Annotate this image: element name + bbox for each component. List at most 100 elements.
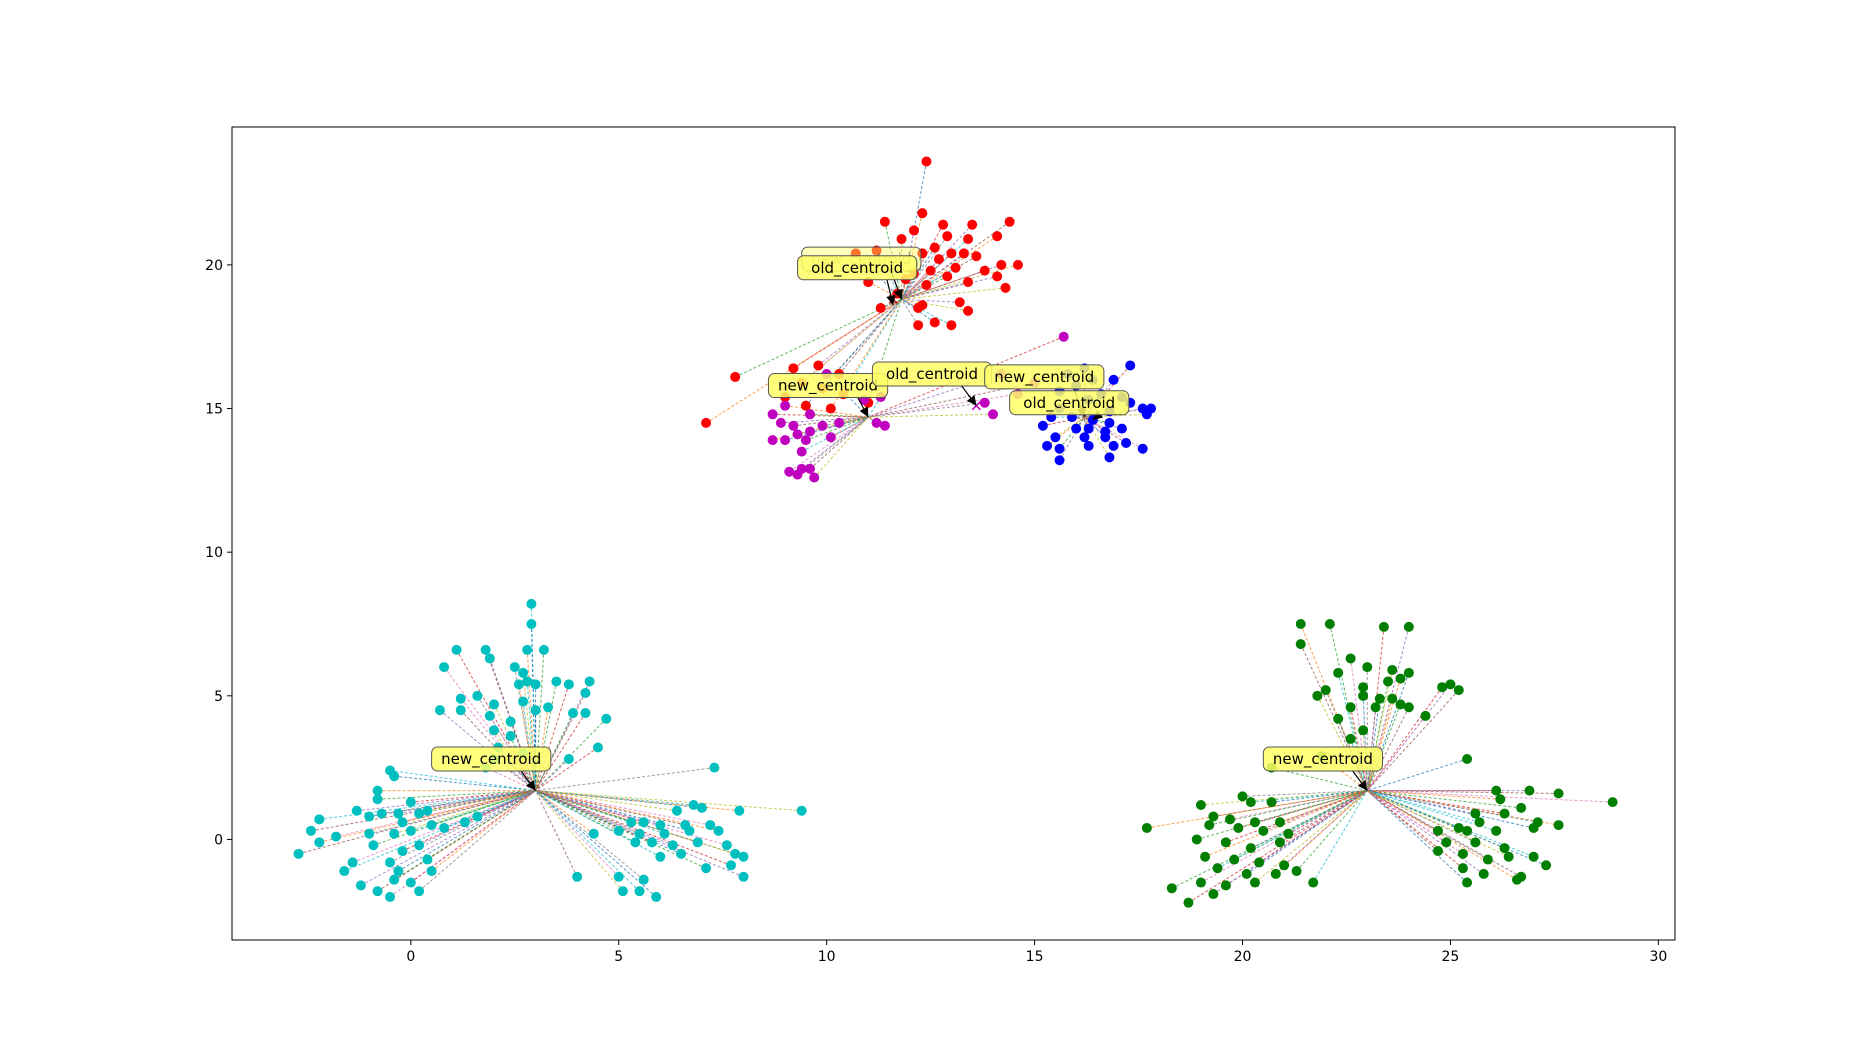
cluster-green-point — [1462, 754, 1473, 765]
cluster-green-point — [1499, 808, 1510, 819]
cluster-cyan-point — [626, 817, 637, 828]
cluster-cyan-point — [339, 866, 350, 877]
cluster-cyan-point — [414, 840, 425, 851]
cluster-green-point — [1403, 702, 1414, 713]
cluster-green-point — [1432, 845, 1443, 856]
cluster-cyan-distance-line — [535, 790, 744, 858]
cluster-cyan-distance-line — [535, 790, 578, 878]
cluster-green-point — [1403, 667, 1414, 678]
cluster-cyan-distance-line — [335, 790, 536, 838]
cluster-magenta-point — [805, 409, 816, 420]
cluster-cyan-point — [293, 848, 304, 859]
cluster-cyan-point — [676, 848, 687, 859]
cluster-cyan-distance-line — [456, 649, 537, 791]
cluster-green-distance-line — [1225, 790, 1368, 843]
cluster-green-point — [1212, 863, 1223, 874]
cluster-green-point — [1183, 897, 1194, 908]
annotation-box — [984, 364, 1105, 390]
cluster-green-distance-line — [1275, 790, 1368, 875]
annotation-label: new_centroid — [994, 368, 1094, 387]
cluster-green-point — [1541, 860, 1552, 871]
cluster-red-point — [925, 265, 936, 276]
cluster-magenta-point — [1058, 331, 1069, 342]
cluster-magenta-point — [800, 435, 811, 446]
cluster-green-point — [1362, 662, 1373, 673]
cluster-magenta-point — [775, 417, 786, 428]
cluster-cyan-point — [638, 874, 649, 885]
cluster-magenta-point — [817, 420, 828, 431]
cluster-blue-point — [1083, 440, 1094, 451]
cluster-green-point — [1470, 808, 1481, 819]
cluster-cyan-point — [684, 825, 695, 836]
cluster-green-point — [1345, 653, 1356, 664]
cluster-cyan-point — [389, 874, 400, 885]
cluster-cyan-point — [634, 828, 645, 839]
cluster-green-point — [1295, 639, 1306, 650]
cluster-cyan-point — [721, 840, 732, 851]
cluster-green-distance-line — [1366, 704, 1402, 791]
cluster-cyan-point — [405, 797, 416, 808]
cluster-cyan-point — [655, 851, 666, 862]
cluster-magenta-point — [767, 435, 778, 446]
cluster-green-point — [1270, 868, 1281, 879]
cluster-cyan-point — [355, 880, 366, 891]
cluster-cyan-point — [372, 785, 383, 796]
cluster-red-distance-line — [818, 298, 902, 366]
cluster-red-point — [946, 320, 957, 331]
cluster-cyan-point — [509, 662, 520, 673]
cluster-red-distance-line — [884, 221, 903, 300]
cluster-green-point — [1208, 811, 1219, 822]
cluster-cyan-point — [530, 679, 541, 690]
cluster-green-point — [1333, 667, 1344, 678]
cluster-red-point — [996, 259, 1007, 270]
cluster-blue-point — [1042, 440, 1053, 451]
annotation-label: old_centroid — [811, 259, 903, 278]
cluster-green-distance-line — [1146, 790, 1368, 829]
cluster-cyan-distance-line — [535, 790, 678, 812]
cluster-green-distance-line — [1316, 695, 1368, 791]
cluster-magenta-distance-line — [785, 405, 869, 418]
cluster-cyan-point — [480, 644, 491, 655]
cluster-cyan-point — [638, 817, 649, 828]
cluster-green-point — [1237, 791, 1248, 802]
cluster-green-point — [1528, 822, 1539, 833]
cluster-green-point — [1333, 713, 1344, 724]
cluster-magenta-point — [879, 420, 890, 431]
cluster-blue-distance-line — [1059, 416, 1085, 461]
cluster-blue-point — [1054, 455, 1065, 466]
cluster-green-distance-line — [1229, 790, 1368, 820]
cluster-green-point — [1432, 825, 1443, 836]
cluster-cyan-point — [513, 679, 524, 690]
cluster-cyan-distance-line — [535, 790, 640, 835]
cluster-red-point — [950, 262, 961, 273]
cluster-green-point — [1166, 883, 1177, 894]
cluster-red-point — [942, 271, 953, 282]
cluster-cyan-point — [397, 817, 408, 828]
cluster-red-distance-line — [805, 299, 902, 406]
cluster-cyan-distance-line — [535, 790, 640, 892]
cluster-green-point — [1274, 837, 1285, 848]
x-tick: 30 — [1649, 940, 1667, 965]
cluster-cyan-distance-line — [319, 790, 536, 843]
cluster-cyan-point — [601, 713, 612, 724]
cluster-green-distance-line — [1204, 790, 1368, 858]
cluster-red-distance-line — [901, 299, 919, 326]
cluster-green-point — [1528, 851, 1539, 862]
cluster-cyan-point — [414, 808, 425, 819]
cluster-red-point — [917, 300, 928, 311]
cluster-blue-distance-line — [1055, 416, 1085, 438]
annotation-label: new_centroid — [1273, 750, 1373, 769]
cluster-green-point — [1266, 797, 1277, 808]
cluster-cyan-distance-line — [535, 790, 802, 812]
cluster-magenta-point — [767, 409, 778, 420]
cluster-magenta-distance-line — [868, 413, 994, 418]
cluster-cyan-point — [368, 840, 379, 851]
cluster-green-distance-line — [1367, 790, 1468, 832]
cluster-cyan-distance-line — [402, 790, 536, 852]
cluster-green-distance-line — [1271, 790, 1368, 803]
cluster-magenta-distance-line — [867, 396, 882, 418]
cluster-green-point — [1233, 822, 1244, 833]
cluster-cyan-point — [505, 716, 516, 727]
cluster-cyan-distance-line — [477, 790, 536, 817]
cluster-blue-point — [1079, 432, 1090, 443]
